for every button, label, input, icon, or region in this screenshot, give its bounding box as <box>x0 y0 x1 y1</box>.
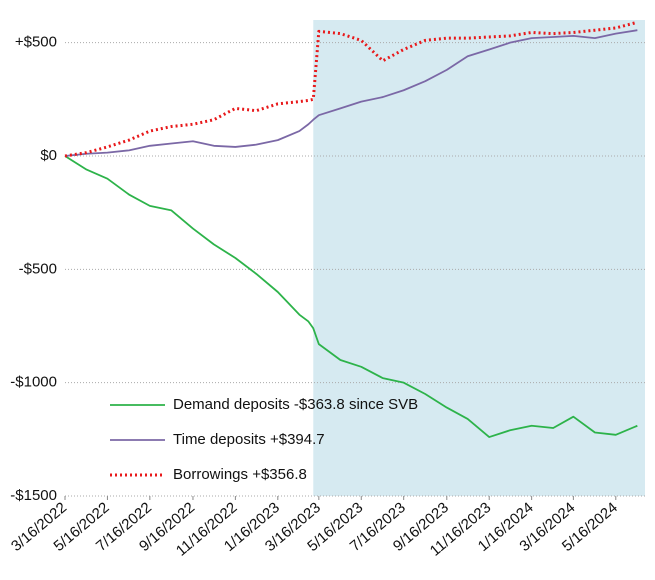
y-tick-label: -$500 <box>19 260 57 277</box>
series-line <box>64 20 638 158</box>
legend-label: Borrowings +$356.8 <box>173 466 307 483</box>
y-tick-label: -$1500 <box>10 487 57 504</box>
series-line <box>64 29 638 157</box>
y-tick-label: -$1000 <box>10 374 57 391</box>
y-tick-label: $0 <box>40 147 57 164</box>
svb-shade <box>313 20 645 496</box>
y-tick-label: +$500 <box>15 34 57 51</box>
series-line <box>64 155 638 438</box>
legend-label: Demand deposits -$363.8 since SVB <box>173 396 418 413</box>
legend-label: Time deposits +$394.7 <box>173 431 325 448</box>
